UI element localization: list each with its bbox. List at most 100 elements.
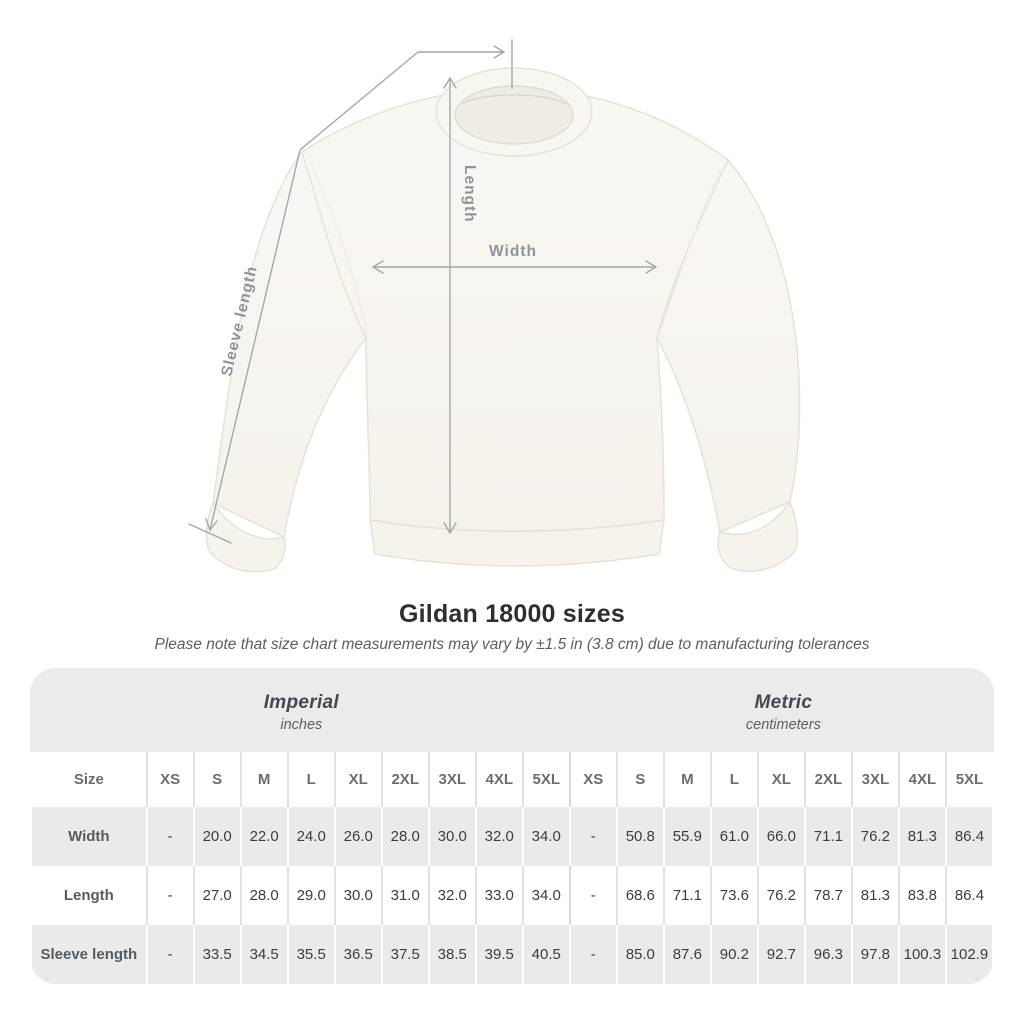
measurement-lines (188, 39, 658, 544)
size-value-cell: - (570, 807, 616, 866)
size-col-header: XL (758, 752, 804, 807)
size-value-cell: 35.5 (288, 925, 334, 984)
size-value-cell: 29.0 (288, 866, 334, 925)
arrow-right2-icon (645, 260, 658, 274)
size-col-header: 2XL (382, 752, 428, 807)
collar-opening (454, 85, 574, 145)
size-value-cell: 55.9 (664, 807, 710, 866)
row-label: Sleeve length (32, 925, 146, 984)
size-col-header: S (617, 752, 663, 807)
size-value-cell: 34.0 (523, 807, 569, 866)
size-value-cell: 28.0 (241, 866, 287, 925)
metric-title: Metric (754, 691, 813, 713)
sleeve-end-tick (188, 523, 232, 544)
size-col-header: 4XL (476, 752, 522, 807)
unit-system-header: Imperial inches Metric centimeters (30, 668, 994, 752)
size-value-cell: 38.5 (429, 925, 475, 984)
size-value-cell: 37.5 (382, 925, 428, 984)
size-col-header: L (288, 752, 334, 807)
size-value-cell: 76.2 (758, 866, 804, 925)
size-col-header: XS (570, 752, 616, 807)
arrow-left-icon (371, 260, 384, 274)
size-value-cell: - (570, 866, 616, 925)
arrow-up-icon (443, 76, 457, 89)
size-value-cell: 30.0 (335, 866, 381, 925)
size-value-cell: 83.8 (899, 866, 945, 925)
size-value-cell: - (570, 925, 616, 984)
size-value-cell: 96.3 (805, 925, 851, 984)
size-value-cell: 73.6 (711, 866, 757, 925)
size-value-cell: 68.6 (617, 866, 663, 925)
size-value-cell: 28.0 (382, 807, 428, 866)
size-value-cell: 34.0 (523, 866, 569, 925)
size-value-cell: - (147, 925, 193, 984)
row-label: Width (32, 807, 146, 866)
size-col-header: M (664, 752, 710, 807)
size-col-header: 2XL (805, 752, 851, 807)
size-col-header: 3XL (429, 752, 475, 807)
imperial-unit: inches (280, 716, 323, 733)
metric-unit: centimeters (745, 716, 821, 733)
size-value-cell: 27.0 (194, 866, 240, 925)
size-col-header: 3XL (852, 752, 898, 807)
row-label: Length (32, 866, 146, 925)
size-value-cell: 78.7 (805, 866, 851, 925)
size-col-header: XS (147, 752, 193, 807)
size-value-cell: 92.7 (758, 925, 804, 984)
size-value-cell: 90.2 (711, 925, 757, 984)
size-value-cell: 61.0 (711, 807, 757, 866)
size-col-header: 5XL (946, 752, 992, 807)
size-value-cell: 102.9 (946, 925, 992, 984)
body (301, 90, 729, 532)
size-value-cell: 66.0 (758, 807, 804, 866)
table-row: Sleeve length -33.5 34.5 35.5 36.5 37.5 38.5 39… (32, 925, 992, 984)
size-value-cell: 36.5 (335, 925, 381, 984)
size-value-cell: 32.0 (476, 807, 522, 866)
size-value-cell: 71.1 (664, 866, 710, 925)
size-value-cell: 81.3 (852, 866, 898, 925)
size-col-header: M (241, 752, 287, 807)
size-value-cell: 20.0 (194, 807, 240, 866)
product-measurement-diagram: Length Width Sleeve length (188, 39, 801, 573)
size-value-cell: 26.0 (335, 807, 381, 866)
size-value-cell: 71.1 (805, 807, 851, 866)
page-title: Gildan 18000 sizes (399, 600, 625, 628)
width-label: Width (489, 243, 537, 260)
collar-crease (461, 94, 567, 105)
size-value-cell: 86.4 (946, 807, 992, 866)
size-col-header: 5XL (523, 752, 569, 807)
size-chart-container: Imperial inches Metric centimeters Size X… (30, 668, 994, 984)
size-value-cell: 81.3 (899, 807, 945, 866)
size-value-cell: 33.0 (476, 866, 522, 925)
table-header-row: Size XS S M L XL 2XL 3XL 4XL 5XL XS S M L XL 2XL 3XL 4XL 5… (32, 752, 992, 807)
right-cuff (717, 501, 799, 573)
size-col-header: L (711, 752, 757, 807)
size-value-cell: 97.8 (852, 925, 898, 984)
arrow-right-icon (493, 45, 506, 59)
size-value-cell: 33.5 (194, 925, 240, 984)
size-value-cell: 85.0 (617, 925, 663, 984)
table-row: Width -20.0 22.0 24.0 26.0 28.0 30.0 32.0 34.0-5… (32, 807, 992, 866)
size-value-cell: 31.0 (382, 866, 428, 925)
size-value-cell: 86.4 (946, 866, 992, 925)
size-value-cell: 24.0 (288, 807, 334, 866)
size-col-header: S (194, 752, 240, 807)
arrow-down-icon (443, 522, 457, 535)
size-value-cell: 34.5 (241, 925, 287, 984)
row-label: Size (32, 752, 146, 807)
armhole-seam-right (657, 169, 721, 337)
size-value-cell: 22.0 (241, 807, 287, 866)
sleeve-length-line (209, 51, 419, 531)
table-row: Length -27.0 28.0 29.0 30.0 31.0 32.0 33.0 34.0-… (32, 866, 992, 925)
sweatshirt-diagram-svg: Length Width Sleeve length (188, 39, 801, 573)
size-table: Size XS S M L XL 2XL 3XL 4XL 5XL XS S M L XL 2XL 3XL 4XL 5… (30, 752, 994, 984)
size-value-cell: - (147, 807, 193, 866)
size-value-cell: 50.8 (617, 807, 663, 866)
size-value-cell: 40.5 (523, 925, 569, 984)
arrow-down-left-icon (205, 518, 218, 532)
size-value-cell: 39.5 (476, 925, 522, 984)
size-value-cell: 30.0 (429, 807, 475, 866)
size-col-header: 4XL (899, 752, 945, 807)
sweatshirt-illustration (205, 67, 801, 573)
